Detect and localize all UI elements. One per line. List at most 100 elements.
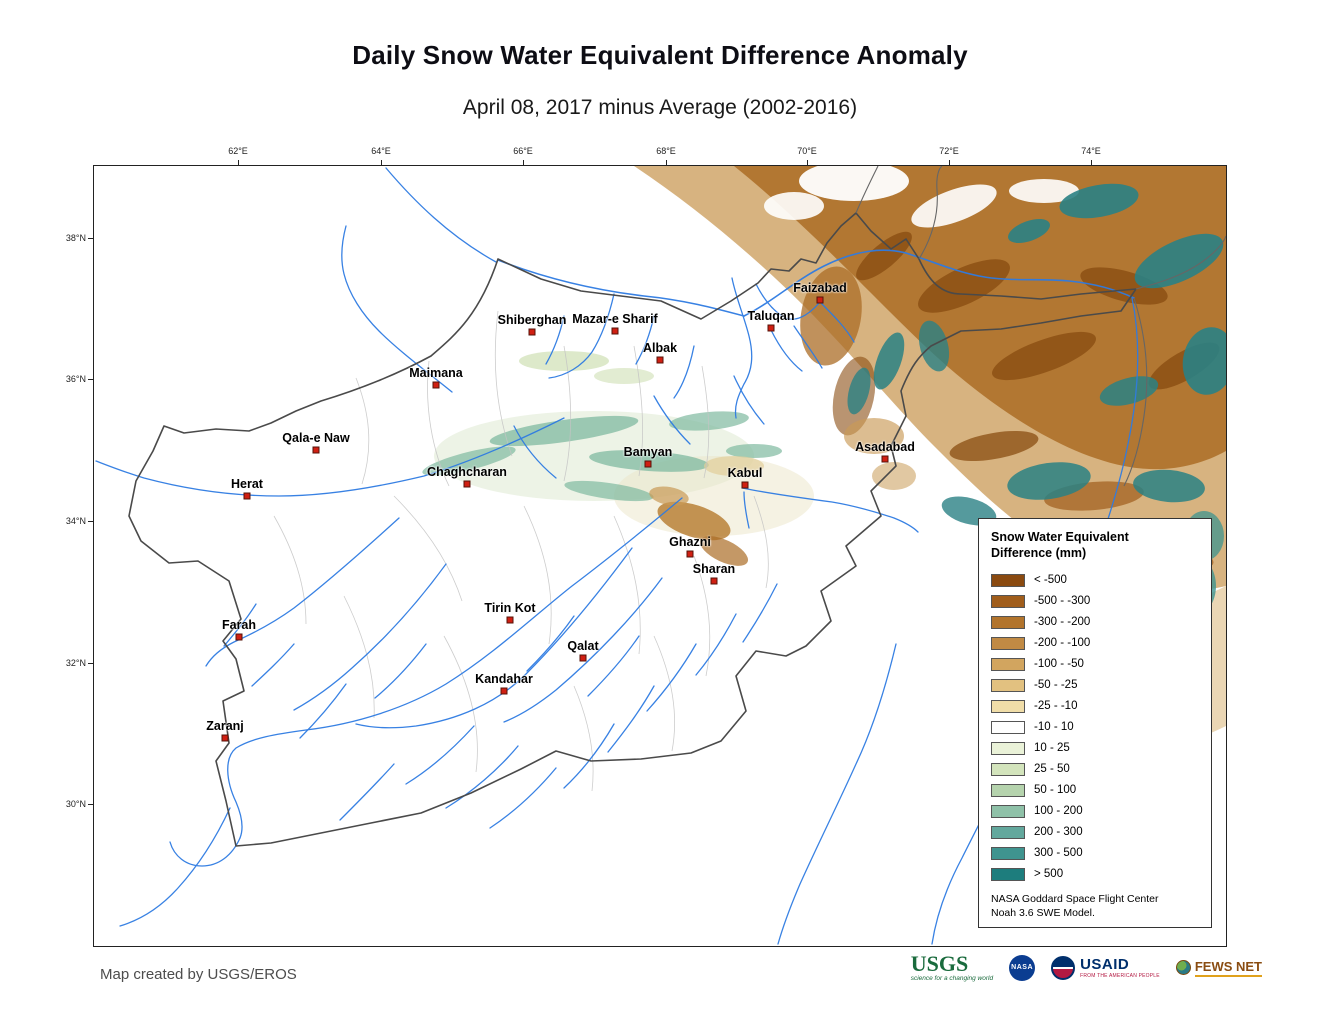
city-marker — [767, 324, 775, 332]
legend-row: -100 - -50 — [991, 654, 1201, 675]
legend-swatch — [991, 573, 1025, 587]
city-label: Taluqan — [747, 309, 795, 323]
legend-label: 25 - 50 — [1034, 763, 1070, 775]
legend-row: > 500 — [991, 864, 1201, 885]
legend-swatch — [991, 657, 1025, 671]
legend-swatch — [991, 846, 1025, 860]
province-boundaries — [273, 310, 769, 792]
city-label: Maimana — [409, 366, 463, 380]
city-label: Kandahar — [475, 672, 533, 686]
legend-swatch — [991, 825, 1025, 839]
lon-tick — [1091, 160, 1092, 166]
legend-source-line1: NASA Goddard Space Flight Center — [991, 892, 1159, 905]
city-marker — [243, 492, 251, 500]
legend-row: -200 - -100 — [991, 633, 1201, 654]
city-marker — [506, 616, 514, 624]
city-label: Bamyan — [623, 445, 673, 459]
legend-row: < -500 — [991, 570, 1201, 591]
legend-label: 50 - 100 — [1034, 784, 1077, 796]
legend-label: -500 - -300 — [1034, 595, 1091, 607]
city-label: Zaranj — [206, 719, 244, 733]
legend-source-line2: Noah 3.6 SWE Model. — [991, 906, 1095, 919]
rivers — [95, 167, 1139, 945]
usaid-logo: USAID FROM THE AMERICAN PEOPLE — [1051, 955, 1160, 980]
city-label: Qalat — [567, 639, 599, 653]
legend-row: 100 - 200 — [991, 801, 1201, 822]
legend-label: > 500 — [1034, 868, 1064, 880]
logo-row: USGS science for a changing world NASA U… — [911, 953, 1262, 983]
legend-swatch — [991, 867, 1025, 881]
city-marker — [741, 481, 749, 489]
legend-row: -500 - -300 — [991, 591, 1201, 612]
legend-swatch — [991, 720, 1025, 734]
legend-title-line2: Difference (mm) — [991, 546, 1087, 561]
lat-tick — [88, 238, 94, 239]
legend-swatch — [991, 741, 1025, 755]
lon-label: 68°E — [656, 146, 676, 156]
legend-label: -100 - -50 — [1034, 658, 1084, 670]
fewsnet-globe-icon — [1175, 960, 1191, 976]
city-marker — [528, 328, 536, 336]
city-marker — [432, 381, 440, 389]
city-marker — [312, 446, 320, 454]
legend-row: -10 - 10 — [991, 717, 1201, 738]
city-label: Kabul — [727, 466, 763, 480]
legend-swatch — [991, 699, 1025, 713]
lon-tick — [523, 160, 524, 166]
legend-title-line1: Snow Water Equivalent — [991, 530, 1129, 544]
city-label: Asadabad — [855, 440, 915, 454]
legend-row: -50 - -25 — [991, 675, 1201, 696]
lon-label: 70°E — [797, 146, 817, 156]
legend-row: -300 - -200 — [991, 612, 1201, 633]
city-label: Tirin Kot — [484, 601, 536, 615]
lon-label: 72°E — [939, 146, 959, 156]
legend-swatch — [991, 615, 1025, 629]
city-marker — [710, 577, 718, 585]
legend-items: < -500 -500 - -300 -300 - -200 -200 - -100 -… — [991, 570, 1201, 885]
lon-tick — [666, 160, 667, 166]
external-borders — [855, 166, 1226, 487]
nasa-logo: NASA — [1009, 954, 1036, 981]
lon-tick — [381, 160, 382, 166]
page-title: Daily Snow Water Equivalent Difference A… — [352, 40, 968, 70]
legend-label: 10 - 25 — [1034, 742, 1070, 754]
afghanistan-border — [128, 212, 1137, 847]
legend-label: < -500 — [1034, 574, 1067, 586]
lat-tick — [88, 663, 94, 664]
city-label: Sharan — [692, 562, 736, 576]
city-marker — [644, 460, 652, 468]
legend-label: -50 - -25 — [1034, 679, 1078, 691]
city-label: Qala-e Naw — [282, 431, 350, 445]
fewsnet-logo: FEWS NET — [1175, 959, 1262, 977]
legend-swatch — [991, 636, 1025, 650]
page-subtitle: April 08, 2017 minus Average (2002-2016) — [462, 96, 858, 119]
city-marker — [500, 687, 508, 695]
legend-row: 200 - 300 — [991, 822, 1201, 843]
city-label: Albak — [642, 341, 678, 355]
legend-swatch — [991, 783, 1025, 797]
city-label: Farah — [221, 618, 257, 632]
lon-tick — [238, 160, 239, 166]
lat-label: 36°N — [65, 374, 86, 384]
map-credit: Map created by USGS/EROS — [100, 966, 297, 983]
city-marker — [235, 633, 243, 641]
lon-label: 62°E — [228, 146, 248, 156]
usgs-logo-tagline: science for a changing world — [910, 975, 994, 982]
city-label: Mazar-e Sharif — [572, 312, 658, 326]
legend-row: 25 - 50 — [991, 759, 1201, 780]
legend-label: -200 - -100 — [1034, 637, 1091, 649]
legend-row: 50 - 100 — [991, 780, 1201, 801]
lat-label: 34°N — [65, 516, 86, 526]
city-marker — [463, 480, 471, 488]
legend-label: 300 - 500 — [1034, 847, 1083, 859]
legend-swatch — [991, 678, 1025, 692]
legend-label: -300 - -200 — [1034, 616, 1091, 628]
legend-label: 200 - 300 — [1034, 826, 1083, 838]
city-marker — [656, 356, 664, 364]
lat-label: 38°N — [65, 233, 86, 243]
fewsnet-logo-text: FEWS NET — [1194, 959, 1262, 977]
lat-label: 32°N — [65, 658, 86, 668]
usgs-logo-text: USGS — [910, 951, 969, 976]
legend-row: 300 - 500 — [991, 843, 1201, 864]
city-label: Faizabad — [793, 281, 847, 295]
